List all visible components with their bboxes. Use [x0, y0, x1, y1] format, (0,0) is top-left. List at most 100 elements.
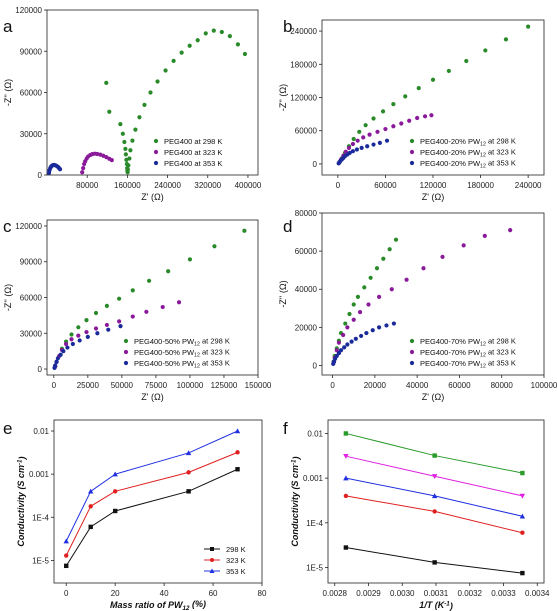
data-point	[370, 328, 375, 333]
data-point	[343, 321, 348, 326]
data-point	[64, 553, 69, 558]
data-point	[343, 431, 349, 436]
data-point	[57, 167, 63, 172]
panel-letter: d	[283, 217, 292, 236]
x-tick-label: 0.0033	[491, 589, 516, 598]
data-point	[384, 138, 390, 143]
y-axis-label: -Z'' (Ω)	[3, 284, 13, 311]
data-point	[357, 129, 362, 134]
data-point	[357, 310, 363, 315]
x-tick-label: 0	[64, 589, 69, 598]
series-1	[64, 467, 240, 569]
x-tick-label: 125000	[211, 381, 238, 390]
x-axis-label: Z' (Ω)	[141, 392, 163, 402]
series-line	[345, 495, 523, 534]
legend-label: PEG400-70% PW12​ at 323 K	[420, 347, 516, 358]
data-point	[137, 115, 142, 120]
data-point	[117, 296, 122, 301]
data-point	[375, 129, 380, 134]
series-1	[331, 237, 399, 364]
data-point	[391, 102, 396, 107]
panel-letter: c	[3, 217, 12, 236]
legend-label: PEG400 at 353 K	[164, 159, 222, 168]
x-tick-label: 120000	[420, 181, 447, 190]
data-point	[95, 331, 100, 336]
y-tick-label: 0.01	[33, 427, 49, 436]
data-point	[364, 330, 369, 336]
y-tick-label: 40000	[295, 285, 318, 294]
y-axis-label: -Z'' (Ω)	[278, 280, 288, 307]
legend-label: PEG400-70% PW12​ at 298 K	[420, 336, 516, 347]
data-point	[381, 256, 386, 261]
panel-e: e 0 20 40 60 80 1E-5 1E-4 0.001 0.01 Mass ratio of…	[3, 419, 267, 611]
y-tick-label: 120000	[15, 6, 42, 15]
legend: PEG400 at 298 K PEG400 at 323 K PEG400 at …	[153, 137, 222, 168]
data-point	[117, 319, 122, 324]
x-axis-label: Z' (Ω)	[422, 392, 444, 402]
data-point	[63, 538, 69, 544]
legend-label: PEG400-50% PW12​ at 353 K	[134, 358, 230, 369]
data-point	[146, 278, 152, 283]
data-point	[432, 509, 437, 514]
data-point	[403, 94, 408, 99]
data-point	[519, 513, 526, 519]
data-point	[123, 349, 129, 355]
data-point	[371, 116, 376, 121]
data-point	[195, 38, 200, 43]
data-point	[242, 51, 248, 57]
data-point	[366, 302, 371, 307]
data-point	[464, 58, 469, 64]
data-point	[125, 167, 130, 172]
data-point	[367, 132, 372, 137]
data-point	[235, 450, 240, 455]
data-point	[107, 109, 112, 114]
y-tick-label: 120000	[290, 94, 317, 103]
data-point	[353, 336, 358, 341]
panel-d: d 0 20000 40000 60000 80000 100000 0 20000 40000 6…	[278, 209, 557, 402]
data-point	[415, 115, 420, 121]
x-tick-label: 100000	[531, 381, 557, 390]
data-point	[376, 294, 382, 299]
data-point	[58, 352, 63, 357]
legend-label: 353 K	[226, 567, 246, 576]
data-point	[483, 48, 488, 53]
data-point	[176, 300, 182, 305]
data-point	[61, 349, 66, 354]
data-point	[130, 288, 135, 293]
y-tick-label: 0.001	[29, 470, 50, 479]
x-tick-label: 40	[160, 589, 169, 598]
data-point	[54, 359, 59, 364]
data-point	[345, 325, 350, 330]
data-point	[234, 428, 241, 434]
data-point	[235, 42, 241, 47]
plot-frame	[53, 419, 263, 584]
data-point	[133, 127, 138, 132]
data-point	[343, 475, 349, 481]
data-point	[407, 118, 412, 123]
data-point	[209, 568, 215, 573]
data-point	[128, 148, 133, 153]
series-1	[104, 28, 248, 175]
series-3	[52, 324, 123, 370]
series-line	[65, 468, 238, 567]
data-point	[354, 147, 359, 152]
data-point	[210, 547, 214, 551]
data-point	[185, 450, 192, 456]
data-point	[342, 345, 347, 350]
data-point	[93, 326, 99, 331]
x-tick-label: 100000	[177, 381, 204, 390]
data-point	[503, 37, 509, 42]
y-tick-label: 1E-5	[306, 564, 323, 573]
x-tick-label: 0.0032	[458, 589, 483, 598]
series-3	[343, 475, 526, 519]
x-tick-label: 60000	[374, 181, 397, 190]
x-axis-label: Z' (Ω)	[141, 192, 163, 202]
legend-label: 298 K	[226, 545, 246, 554]
data-point	[155, 79, 160, 84]
data-point	[77, 338, 82, 343]
data-point	[351, 317, 356, 322]
data-point	[130, 314, 135, 319]
data-point	[380, 109, 386, 114]
data-point	[343, 453, 349, 459]
x-tick-label: 0.0031	[424, 589, 449, 598]
